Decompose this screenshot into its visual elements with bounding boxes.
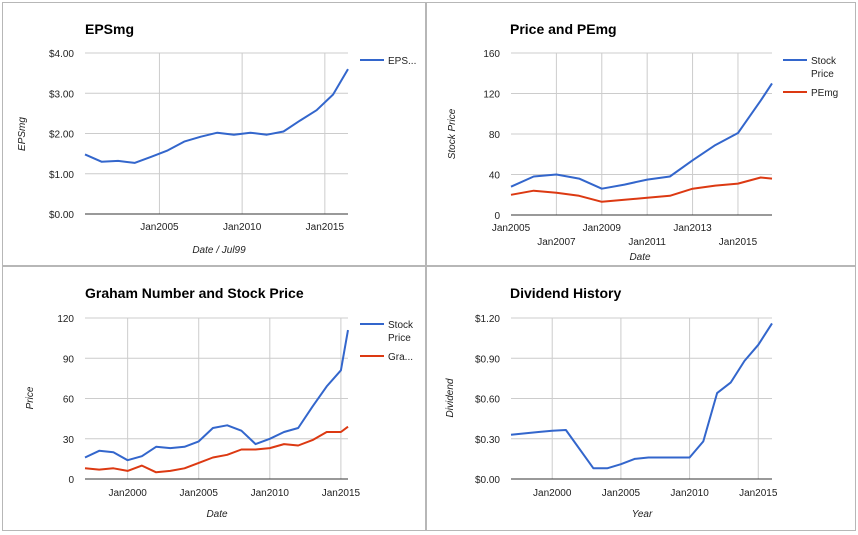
x-tick-label: Jan2010 bbox=[670, 488, 709, 499]
x-tick-label: Jan2010 bbox=[223, 222, 262, 233]
y-tick-label: $0.30 bbox=[475, 435, 500, 446]
legend-label: Price bbox=[388, 333, 411, 344]
x-tick-label: Jan2005 bbox=[180, 488, 219, 499]
x-tick-label: Jan2015 bbox=[719, 237, 758, 248]
y-tick-label: $0.60 bbox=[475, 395, 500, 406]
y-tick-label: 80 bbox=[489, 130, 501, 141]
series-line-0 bbox=[84, 68, 349, 164]
y-tick-label: $0.90 bbox=[475, 354, 500, 365]
legend-label: Gra... bbox=[388, 352, 413, 363]
x-tick-label: Jan2013 bbox=[673, 223, 712, 234]
legend-label: Stock bbox=[388, 320, 414, 331]
chart-panel-price-pemg: Price and PEmg 0 40 80 120 160 Jan2005 Jan2009 J… bbox=[426, 2, 856, 266]
x-tick-label: Jan2000 bbox=[108, 488, 147, 499]
x-tick-label: Jan2010 bbox=[251, 488, 290, 499]
y-axis-title: Dividend bbox=[445, 378, 456, 417]
x-axis-title: Date bbox=[629, 252, 651, 263]
x-axis-title: Date / Jul99 bbox=[192, 245, 246, 256]
y-tick-label: 120 bbox=[57, 314, 74, 325]
y-tick-label: $2.00 bbox=[49, 130, 74, 141]
y-tick-label: 0 bbox=[68, 475, 74, 486]
legend-label: Price bbox=[811, 69, 834, 80]
series-line-0 bbox=[510, 322, 773, 470]
series-line-0 bbox=[84, 329, 349, 462]
y-axis-title: EPSmg bbox=[17, 117, 28, 151]
chart-title: Price and PEmg bbox=[510, 21, 617, 37]
x-tick-label: Jan2009 bbox=[583, 223, 622, 234]
y-tick-label: 40 bbox=[489, 171, 501, 182]
chart-title: Graham Number and Stock Price bbox=[85, 285, 304, 301]
x-tick-label: Jan2007 bbox=[537, 237, 576, 248]
x-tick-label: Jan2011 bbox=[628, 237, 666, 248]
chart-panel-epsmg: EPSmg $0.00 $1.00 $2.00 $3.00 $4.00 Jan2005 Jan… bbox=[2, 2, 426, 266]
y-tick-label: $0.00 bbox=[475, 475, 500, 486]
y-axis-title: Price bbox=[25, 386, 36, 409]
y-tick-label: 0 bbox=[494, 211, 500, 222]
y-tick-label: 30 bbox=[63, 435, 75, 446]
chart-panel-graham-number: Graham Number and Stock Price 0 30 60 90 120 J… bbox=[2, 266, 426, 531]
y-axis-title: Stock Price bbox=[447, 108, 458, 159]
x-tick-label: Jan2005 bbox=[140, 222, 179, 233]
x-tick-label: Jan2005 bbox=[602, 488, 641, 499]
series-line-0 bbox=[510, 82, 773, 190]
x-tick-label: Jan2015 bbox=[306, 222, 345, 233]
y-tick-label: 60 bbox=[63, 395, 75, 406]
y-tick-label: $1.00 bbox=[49, 170, 74, 181]
x-tick-label: Jan2000 bbox=[533, 488, 572, 499]
chart-panel-dividend-history: Dividend History $0.00 $0.30 $0.60 $0.90 $1.2… bbox=[426, 266, 856, 531]
y-tick-label: $3.00 bbox=[49, 89, 74, 100]
y-tick-label: 160 bbox=[483, 49, 500, 60]
x-tick-label: Jan2015 bbox=[739, 488, 778, 499]
chart-title: EPSmg bbox=[85, 21, 134, 37]
legend-label: PEmg bbox=[811, 88, 838, 99]
y-tick-label: 120 bbox=[483, 90, 500, 101]
x-tick-label: Jan2015 bbox=[322, 488, 361, 499]
x-tick-label: Jan2005 bbox=[492, 223, 531, 234]
dividend-history-chart: Dividend History $0.00 $0.30 $0.60 $0.90 $1.2… bbox=[445, 285, 778, 520]
graham-number-chart: Graham Number and Stock Price 0 30 60 90 120 J… bbox=[25, 285, 414, 520]
x-axis-title: Year bbox=[632, 509, 653, 520]
chart-title: Dividend History bbox=[510, 285, 621, 301]
y-tick-label: $0.00 bbox=[49, 210, 74, 221]
legend-label: EPS... bbox=[388, 56, 416, 67]
legend-label: Stock bbox=[811, 56, 837, 67]
series-line-1 bbox=[84, 425, 349, 474]
y-tick-label: 90 bbox=[63, 354, 75, 365]
price-pemg-chart: Price and PEmg 0 40 80 120 160 Jan2005 Jan2009 J… bbox=[447, 21, 838, 263]
epsmg-chart: EPSmg $0.00 $1.00 $2.00 $3.00 $4.00 Jan2005 Jan… bbox=[17, 21, 416, 256]
y-tick-label: $4.00 bbox=[49, 49, 74, 60]
x-axis-title: Date bbox=[206, 509, 228, 520]
y-tick-label: $1.20 bbox=[475, 314, 500, 325]
series-line-1 bbox=[510, 176, 773, 203]
